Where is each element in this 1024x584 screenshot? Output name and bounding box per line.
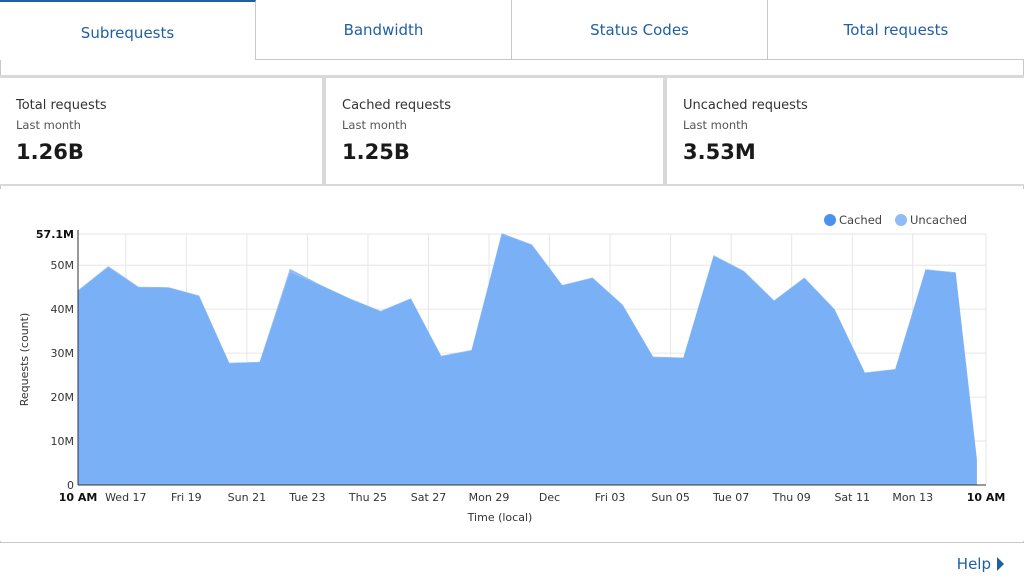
x-tick-label: 10 AM xyxy=(967,491,1006,504)
legend-label: Cached xyxy=(839,213,882,227)
x-tick-label: Thu 09 xyxy=(772,491,811,504)
y-tick-label: 50M xyxy=(51,259,75,272)
stat-label: Cached requests xyxy=(342,98,452,113)
x-tick-label: Tue 23 xyxy=(288,491,325,504)
requests-area-chart: 0 10M 20M 30M 40M 50M 57.1M 10 AM Wed 17 Fri 19 Su… xyxy=(18,213,1006,524)
stat-card-total: Total requests Last month 1.26B xyxy=(0,78,322,184)
x-tick-label: 10 AM xyxy=(59,491,98,504)
caret-right-icon xyxy=(997,557,1004,571)
stat-card-cached: Cached requests Last month 1.25B xyxy=(326,78,663,184)
tab-status-codes[interactable]: Status Codes xyxy=(512,0,768,60)
stat-label: Uncached requests xyxy=(683,98,808,113)
y-tick-label: 30M xyxy=(51,347,75,360)
footer: Help xyxy=(0,542,1024,584)
stats-row: Total requests Last month 1.26B Cached r… xyxy=(0,78,1024,186)
stat-card-uncached: Uncached requests Last month 3.53M xyxy=(667,78,1024,184)
tab-total-requests[interactable]: Total requests xyxy=(768,0,1024,60)
x-tick-label: Tue 07 xyxy=(712,491,749,504)
y-tick-label: 10M xyxy=(51,435,75,448)
stat-period: Last month xyxy=(16,118,81,132)
help-link[interactable]: Help xyxy=(957,555,1004,573)
x-tick-label: Dec xyxy=(539,491,560,504)
x-tick-label: Sun 05 xyxy=(651,491,689,504)
stat-value: 3.53M xyxy=(683,140,756,164)
x-tick-label: Fri 19 xyxy=(171,491,202,504)
x-tick-label: Sat 27 xyxy=(411,491,447,504)
y-axis-title: Requests (count) xyxy=(18,313,31,407)
x-tick-label: Sat 11 xyxy=(834,491,870,504)
stat-label: Total requests xyxy=(16,98,107,113)
tab-bar: Subrequests Bandwidth Status Codes Total… xyxy=(0,0,1024,60)
stat-value: 1.26B xyxy=(16,140,84,164)
x-tick-label: Mon 13 xyxy=(892,491,933,504)
legend-label: Uncached xyxy=(910,213,967,227)
legend-swatch xyxy=(824,214,836,226)
stat-value: 1.25B xyxy=(342,140,410,164)
x-tick-label: Thu 25 xyxy=(348,491,387,504)
stat-period: Last month xyxy=(342,118,407,132)
area-cached xyxy=(78,234,977,485)
help-label: Help xyxy=(956,555,991,573)
tab-bandwidth[interactable]: Bandwidth xyxy=(256,0,512,60)
x-tick-label: Mon 29 xyxy=(469,491,510,504)
y-tick-label: 57.1M xyxy=(36,228,74,241)
divider xyxy=(0,75,1024,79)
y-tick-label: 40M xyxy=(51,303,75,316)
legend-swatch xyxy=(895,214,907,226)
stat-period: Last month xyxy=(683,118,748,132)
x-tick-label: Fri 03 xyxy=(595,491,626,504)
x-axis-title: Time (local) xyxy=(467,511,533,524)
y-tick-label: 20M xyxy=(51,391,75,404)
x-tick-label: Sun 21 xyxy=(228,491,266,504)
chart-panel: 0 10M 20M 30M 40M 50M 57.1M 10 AM Wed 17 Fri 19 Su… xyxy=(0,189,1024,541)
x-tick-label: Wed 17 xyxy=(105,491,146,504)
tab-subrequests[interactable]: Subrequests xyxy=(0,0,256,60)
y-tick-label: 0 xyxy=(67,479,74,492)
